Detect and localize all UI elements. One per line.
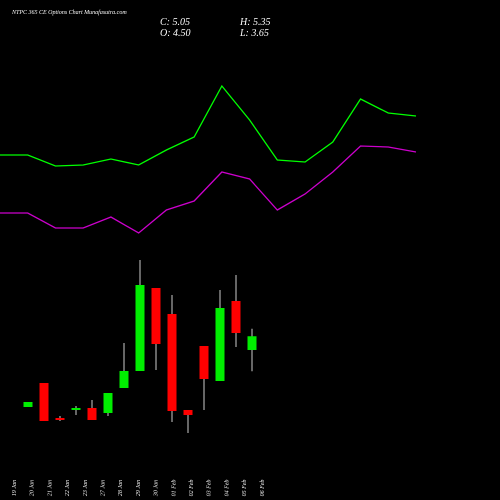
chart-title: NTPC 365 CE Options Chart Munafasutra.co… [11, 9, 127, 16]
candle-body [103, 393, 113, 413]
line-series [0, 145, 417, 234]
x-tick-label: 22 Jan [65, 480, 71, 496]
x-tick-label: 27 Jan [101, 480, 107, 496]
candle-body [87, 408, 97, 420]
candle-body [135, 285, 145, 371]
x-tick-label: 04 Feb [223, 480, 230, 497]
candle-body [55, 418, 65, 420]
x-tick-label: 05 Feb [242, 480, 248, 497]
x-tick-label: 02 Feb [189, 480, 195, 497]
candle-body [119, 371, 129, 388]
close-label: C: 5.05 [160, 17, 190, 28]
x-tick-label: 23 Jan [83, 480, 89, 496]
candle-body [167, 314, 177, 411]
candle-body [151, 288, 161, 344]
candle-body [231, 301, 241, 333]
x-tick-label: 19 Jan [12, 480, 18, 496]
x-tick-label: 30 Jan [154, 480, 160, 497]
x-tick-label: 28 Jan [118, 480, 124, 496]
candle-body [71, 408, 81, 410]
x-tick-label: 20 Jan [30, 480, 36, 496]
candle-body [23, 402, 33, 407]
candle-body [183, 410, 193, 415]
high-label: H: 5.35 [239, 17, 271, 28]
open-label: O: 4.50 [160, 28, 191, 39]
x-tick-label: 01 Feb [171, 480, 177, 497]
candle-body [215, 308, 225, 381]
candle-body [247, 336, 257, 350]
x-tick-label: 21 Jan [47, 480, 53, 496]
x-tick-label: 06 Feb [260, 480, 266, 497]
x-tick-label: 29 Jan [136, 480, 142, 496]
x-tick-label: 03 Feb [207, 480, 213, 497]
line-series [0, 84, 417, 167]
low-label: L: 3.65 [239, 28, 269, 39]
candle-body [39, 383, 49, 421]
candle-body [199, 346, 209, 379]
